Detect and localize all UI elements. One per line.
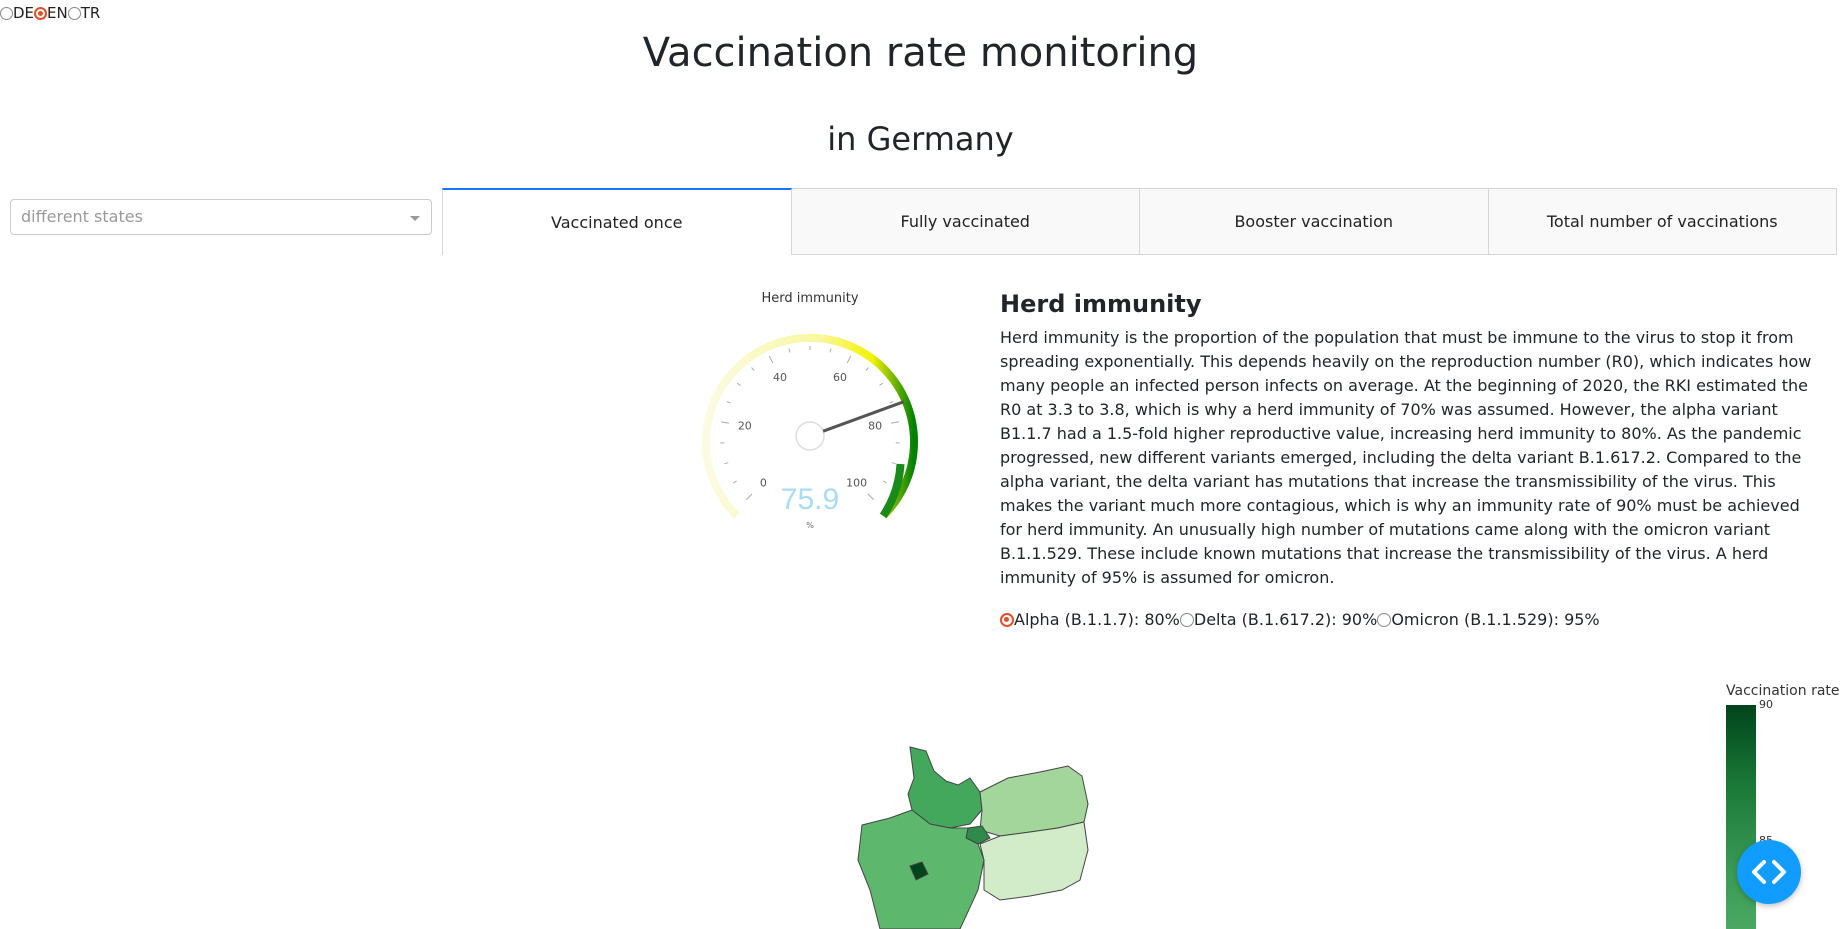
lang-label-en: EN	[47, 4, 68, 22]
variant-option-alpha[interactable]: Alpha (B.1.1.7): 80%	[1000, 610, 1180, 629]
gauge-unit: %	[806, 521, 814, 530]
page-subtitle: in Germany	[827, 120, 1014, 158]
map-region-brandenburg[interactable]	[979, 821, 1089, 901]
language-selector: DE EN TR	[0, 4, 100, 22]
gauge-tick	[891, 462, 896, 465]
gauge-tick	[883, 480, 887, 484]
tab-fully-vaccinated[interactable]: Fully vaccinated	[791, 188, 1140, 255]
gauge-tick-labels: 0 20 40 60 80 100	[738, 371, 882, 489]
lang-option-en[interactable]: EN	[34, 4, 68, 22]
herd-immunity-gauge: Herd immunity 0 20 40 60 80 100 75.9 %	[690, 288, 930, 538]
variant-label-alpha: Alpha (B.1.1.7): 80%	[1014, 610, 1180, 629]
gauge-tick	[829, 348, 832, 353]
tab-total-vaccinations[interactable]: Total number of vaccinations	[1488, 188, 1837, 255]
state-dropdown-placeholder: different states	[21, 207, 143, 226]
state-dropdown[interactable]: different states	[10, 199, 432, 235]
gauge-arc-end	[879, 463, 905, 519]
gauge-tick	[879, 382, 884, 386]
info-heading: Herd immunity	[1000, 290, 1202, 318]
gauge-tick	[736, 382, 741, 386]
lang-option-de[interactable]: DE	[0, 4, 34, 22]
gauge-tick	[788, 348, 791, 353]
gauge-tick-label: 60	[833, 371, 847, 384]
code-toggle-button[interactable]	[1737, 840, 1801, 904]
info-body: Herd immunity is the proportion of the p…	[1000, 328, 1812, 587]
tab-vaccinated-once[interactable]: Vaccinated once	[442, 188, 792, 255]
variant-label-delta: Delta (B.1.617.2): 90%	[1193, 610, 1378, 629]
gauge-tick	[721, 421, 730, 424]
variant-option-delta[interactable]: Delta (B.1.617.2): 90%	[1179, 610, 1378, 629]
lang-label-de: DE	[13, 4, 35, 22]
gauge-svg: 0 20 40 60 80 100 75.9 %	[702, 333, 918, 530]
herd-immunity-info: Herd immunity Herd immunity is the propo…	[1000, 290, 1825, 629]
lang-radio-en[interactable]	[34, 6, 48, 20]
gauge-value: 75.9	[781, 483, 839, 516]
gauge-tick	[746, 493, 753, 500]
variant-radio-delta[interactable]	[1179, 612, 1194, 627]
lang-option-tr[interactable]: TR	[67, 4, 101, 22]
gauge-tick	[889, 401, 894, 404]
gauge-tick	[867, 493, 874, 500]
gauge-minor-ticks	[720, 346, 900, 500]
gauge-tick	[724, 462, 729, 465]
map-region-bremen[interactable]	[909, 861, 929, 881]
gauge-tick	[890, 421, 899, 424]
gauge-tick-label: 40	[773, 371, 787, 384]
germany-map[interactable]	[810, 740, 1210, 929]
colorbar-title: Vaccination rate	[1726, 683, 1840, 699]
gauge-tick	[865, 367, 869, 371]
vaccination-tabs: Vaccinated once Fully vaccinated Booster…	[442, 188, 1837, 255]
lang-label-tr: TR	[80, 4, 101, 22]
variant-option-omicron[interactable]: Omicron (B.1.1.529): 95%	[1377, 610, 1600, 629]
gauge-tick	[846, 355, 852, 364]
code-icon	[1752, 860, 1786, 884]
variant-label-omicron: Omicron (B.1.1.529): 95%	[1391, 610, 1600, 629]
lang-radio-de[interactable]	[0, 6, 13, 20]
gauge-tick	[768, 355, 774, 364]
gauge-tick	[726, 401, 731, 404]
gauge-needle	[822, 400, 905, 433]
gauge-arc	[702, 333, 918, 519]
gauge-tick	[751, 367, 755, 371]
gauge-title: Herd immunity	[761, 291, 859, 306]
variant-selector: Alpha (B.1.1.7): 80% Delta (B.1.617.2): …	[1000, 610, 1825, 629]
gauge-tick-label: 0	[760, 477, 767, 490]
gauge-tick-label: 100	[846, 477, 867, 490]
gauge-hub	[795, 421, 825, 451]
gauge-tick	[733, 480, 737, 484]
gauge-tick-label: 80	[868, 420, 882, 433]
variant-radio-alpha[interactable]	[1000, 612, 1014, 627]
page-title: Vaccination rate monitoring	[642, 30, 1199, 76]
lang-radio-tr[interactable]	[67, 6, 81, 20]
gauge-tick-label: 20	[738, 420, 752, 433]
chevron-down-icon[interactable]	[410, 216, 420, 221]
variant-radio-omicron[interactable]	[1377, 612, 1392, 627]
tab-booster-vaccination[interactable]: Booster vaccination	[1140, 188, 1489, 255]
colorbar-tick-90: 90	[1759, 698, 1773, 711]
